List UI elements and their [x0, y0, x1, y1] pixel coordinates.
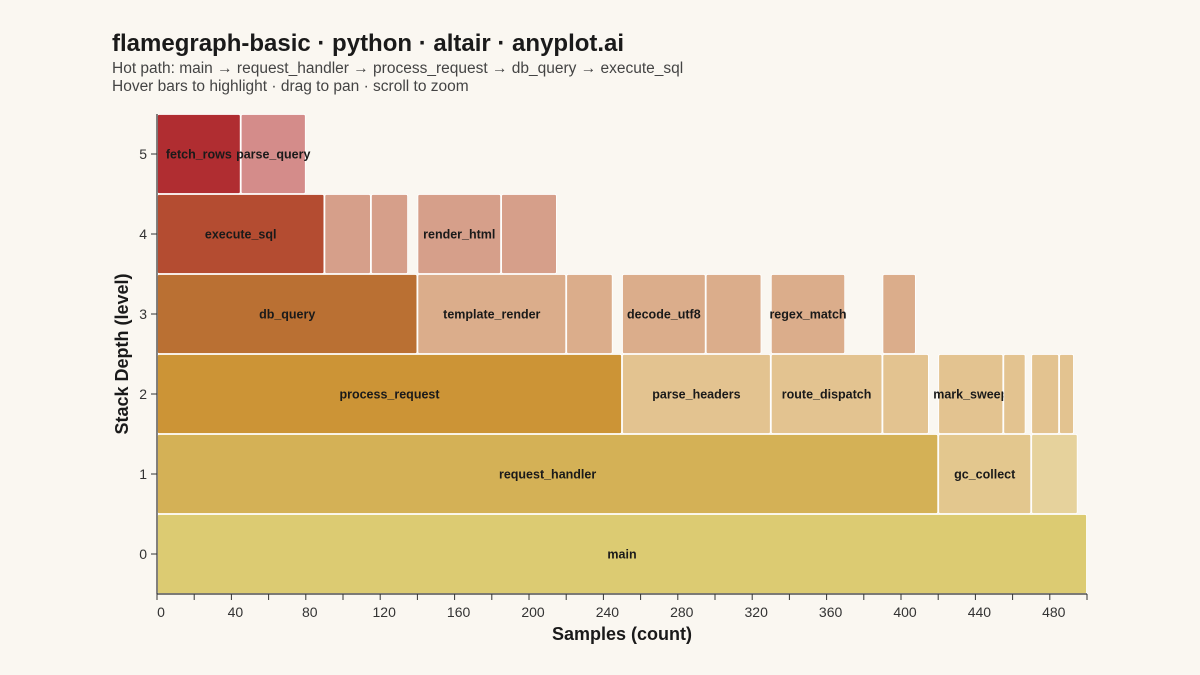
- y-tick-label: 2: [139, 386, 147, 402]
- flame-bar-label-gc-collect: gc_collect: [954, 468, 1016, 482]
- x-axis-title: Samples (count): [552, 624, 692, 644]
- flame-bar-label-parse-query: parse_query: [236, 148, 310, 162]
- x-tick-label: 40: [228, 604, 244, 620]
- flame-bar-label-request-handler: request_handler: [499, 468, 596, 482]
- x-tick-label: 480: [1042, 604, 1066, 620]
- flame-bar-label-process-request: process_request: [339, 388, 440, 402]
- flame-bar-label-main: main: [607, 548, 636, 562]
- flame-bar-frame-2-5[interactable]: [1003, 354, 1026, 434]
- flame-bar-frame-4-1[interactable]: [324, 194, 371, 274]
- flame-bar-label-db-query: db_query: [259, 308, 315, 322]
- flame-bar-label-execute-sql: execute_sql: [205, 228, 277, 242]
- flame-bar-label-parse-headers: parse_headers: [652, 388, 740, 402]
- flame-bar-label-regex-match: regex_match: [769, 308, 846, 322]
- flame-bar-frame-3-6[interactable]: [882, 274, 916, 354]
- flame-bar-parse-query[interactable]: [240, 114, 306, 194]
- x-tick-label: 160: [447, 604, 471, 620]
- y-tick-label: 4: [139, 226, 147, 242]
- flame-bar-label-route-dispatch: route_dispatch: [782, 388, 872, 402]
- flame-bar-frame-2-7[interactable]: [1059, 354, 1074, 434]
- flame-bar-template-render[interactable]: [417, 274, 567, 354]
- flame-bar-label-template-render: template_render: [443, 308, 540, 322]
- flame-bar-decode-utf8[interactable]: [622, 274, 706, 354]
- chart-subtitle-hot-path: Hot path: main → request_handler → proce…: [112, 60, 684, 77]
- y-axis-title: Stack Depth (level): [112, 273, 132, 434]
- flame-bar-frame-1-2[interactable]: [1031, 434, 1078, 514]
- x-tick-label: 320: [745, 604, 769, 620]
- y-tick-label: 5: [139, 146, 147, 162]
- flame-bar-frame-2-3[interactable]: [882, 354, 929, 434]
- flame-bar-mark-sweep[interactable]: [938, 354, 1004, 434]
- flame-bar-frame-2-6[interactable]: [1031, 354, 1059, 434]
- x-tick-label: 200: [521, 604, 545, 620]
- flame-bar-frame-4-4[interactable]: [501, 194, 557, 274]
- flame-bar-label-mark-sweep: mark_sweep: [933, 388, 1008, 402]
- chart-header: flamegraph-basic · python · altair · any…: [112, 28, 683, 96]
- flame-bar-render-html[interactable]: [417, 194, 501, 274]
- x-tick-label: 120: [373, 604, 397, 620]
- flame-bar-label-fetch-rows: fetch_rows: [166, 148, 232, 162]
- chart-subtitle-instructions: Hover bars to highlight · drag to pan · …: [112, 78, 469, 95]
- flame-bar-parse-headers[interactable]: [622, 354, 771, 434]
- flame-bar-frame-3-2[interactable]: [566, 274, 613, 354]
- x-tick-label: 360: [819, 604, 843, 620]
- flame-bar-label-render-html: render_html: [423, 228, 495, 242]
- flamegraph-bars: main request_handler gc_collect process_req…: [157, 114, 1087, 594]
- flame-bar-gc-collect[interactable]: [938, 434, 1032, 514]
- flame-bar-label-decode-utf8: decode_utf8: [627, 308, 701, 322]
- x-tick-label: 400: [893, 604, 917, 620]
- flame-bar-frame-4-2[interactable]: [370, 194, 408, 274]
- y-tick-label: 1: [139, 466, 147, 482]
- chart-title: flamegraph-basic · python · altair · any…: [112, 30, 625, 57]
- x-tick-label: 0: [157, 604, 165, 620]
- x-tick-label: 280: [670, 604, 694, 620]
- y-tick-label: 3: [139, 306, 147, 322]
- x-tick-label: 240: [596, 604, 620, 620]
- flame-bar-frame-3-4[interactable]: [705, 274, 762, 354]
- x-tick-label: 440: [968, 604, 992, 620]
- chart-axes: 0 40 80 120 160 200 240 280 320 360 400 440 480 0 1 2 3 4…: [112, 114, 1088, 644]
- flame-bar-route-dispatch[interactable]: [770, 354, 883, 434]
- flame-bar-regex-match[interactable]: [770, 274, 846, 354]
- y-tick-label: 0: [139, 546, 147, 562]
- x-tick-label: 80: [302, 604, 318, 620]
